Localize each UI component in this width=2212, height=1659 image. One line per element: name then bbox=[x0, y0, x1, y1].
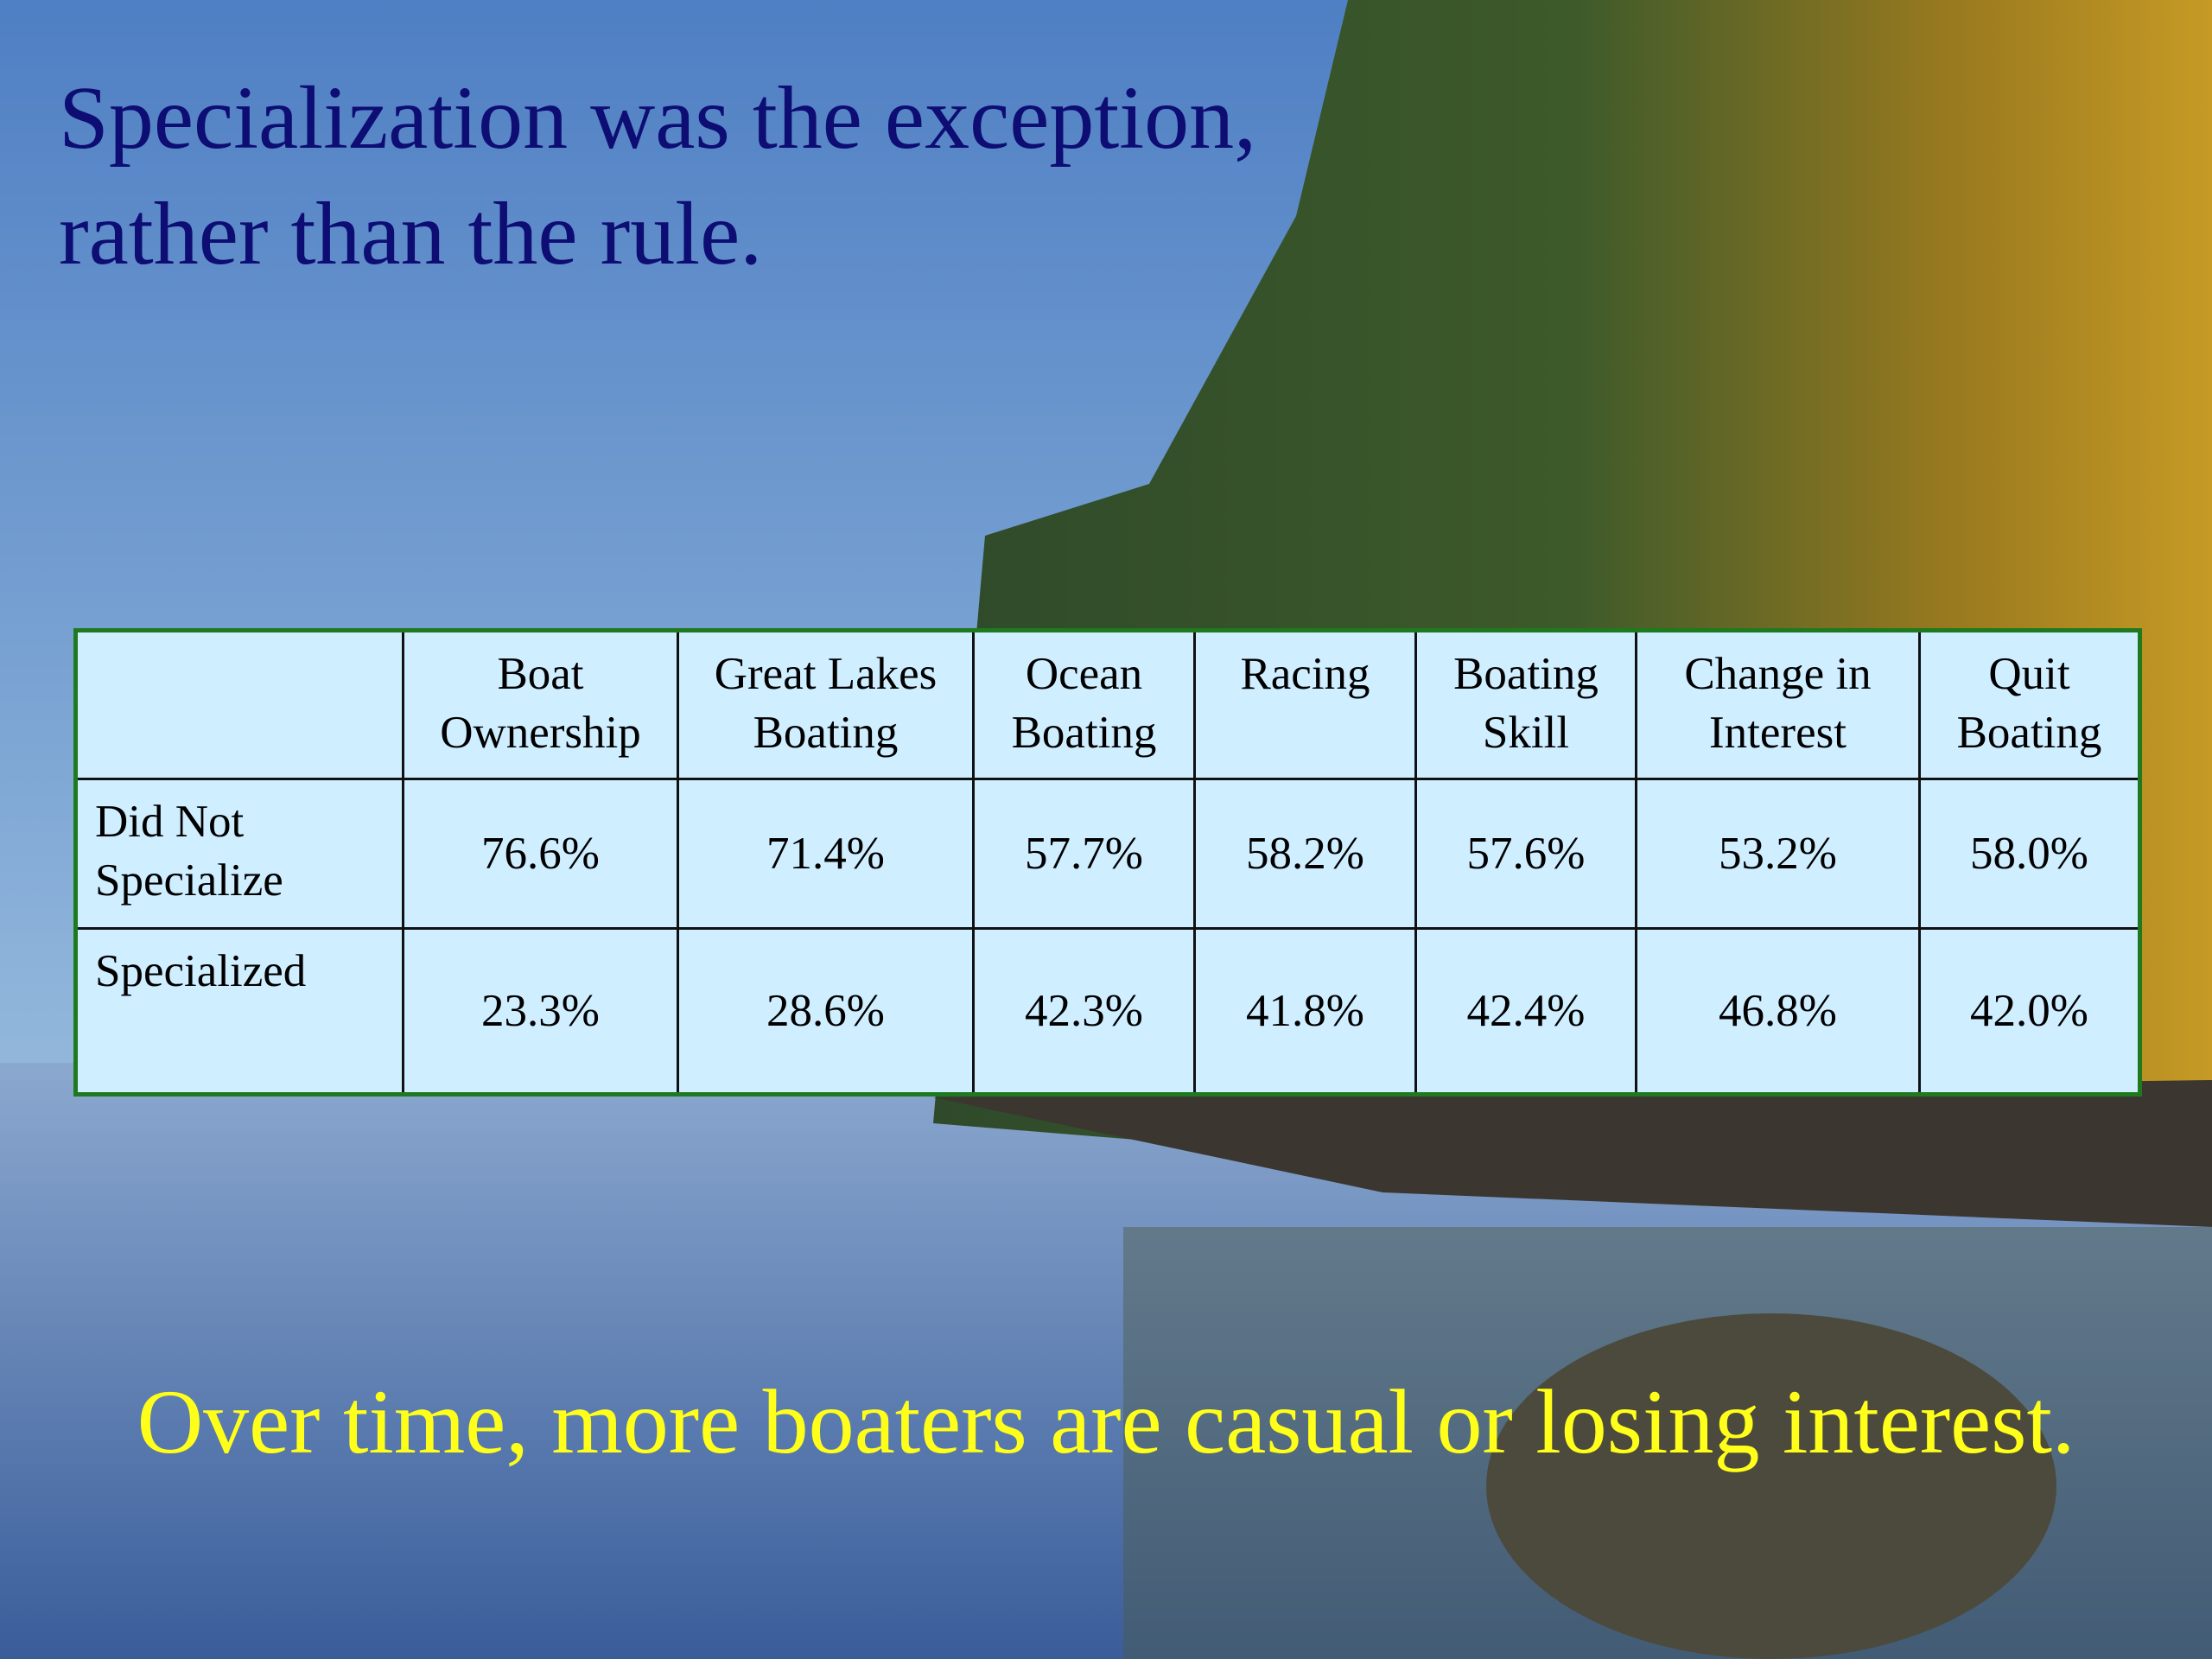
header-line: Boating bbox=[753, 708, 899, 758]
row-label-line: Specialize bbox=[95, 855, 283, 906]
table-row: Did Not Specialize 76.6% 71.4% 57.7% 58.2% 57.… bbox=[74, 778, 2141, 930]
header-line: Change in bbox=[1684, 649, 1872, 699]
table-cell: 46.8% bbox=[1635, 927, 1921, 1096]
header-line: Ownership bbox=[440, 708, 641, 758]
header-line: Boat bbox=[497, 649, 584, 699]
table-cell: 42.3% bbox=[972, 927, 1196, 1096]
header-line: Ocean bbox=[1025, 649, 1143, 699]
table-row: Specialized 23.3% 28.6% 42.3% 41.8% 42.4% 46.8… bbox=[74, 927, 2141, 1096]
table-cell: 71.4% bbox=[677, 778, 975, 930]
header-line: Boating bbox=[1011, 708, 1157, 758]
table-cell: 42.4% bbox=[1414, 927, 1637, 1096]
table-cell: 42.0% bbox=[1918, 927, 2141, 1096]
table-cell: 57.6% bbox=[1414, 778, 1637, 930]
title-line: rather than the rule. bbox=[59, 184, 763, 283]
header-line: Great Lakes bbox=[714, 649, 938, 699]
footer-text: Over time, more boaters are casual or lo… bbox=[137, 1371, 2075, 1472]
table-cell: 58.0% bbox=[1918, 778, 2141, 930]
table-cell: 28.6% bbox=[677, 927, 975, 1096]
row-label: Did Not Specialize bbox=[74, 778, 404, 930]
table-cell: 76.6% bbox=[402, 778, 679, 930]
table-cell: 41.8% bbox=[1193, 927, 1417, 1096]
header-cell: Racing bbox=[1193, 629, 1417, 780]
header-line: Skill bbox=[1482, 708, 1570, 758]
table-cell: 58.2% bbox=[1193, 778, 1417, 930]
header-cell: Ocean Boating bbox=[972, 629, 1196, 780]
table-cell: 53.2% bbox=[1635, 778, 1921, 930]
table-cell: 23.3% bbox=[402, 927, 679, 1096]
header-cell: Quit Boating bbox=[1918, 629, 2141, 780]
slide-title: Specialization was the exception, rather … bbox=[59, 60, 1256, 292]
row-label: Specialized bbox=[74, 927, 404, 1096]
header-line: Boating bbox=[1453, 649, 1599, 699]
header-line: Interest bbox=[1709, 708, 1847, 758]
row-label-line: Specialized bbox=[95, 946, 307, 996]
header-line: Quit bbox=[1988, 649, 2070, 699]
title-line: Specialization was the exception, bbox=[59, 68, 1257, 168]
header-line: Racing bbox=[1240, 649, 1370, 699]
header-cell: Change in Interest bbox=[1635, 629, 1921, 780]
header-cell: Great Lakes Boating bbox=[677, 629, 975, 780]
header-cell: Boat Ownership bbox=[402, 629, 679, 780]
corner-cell bbox=[74, 629, 404, 780]
header-cell: Boating Skill bbox=[1414, 629, 1637, 780]
header-line: Boating bbox=[1956, 708, 2102, 758]
header-row: Boat Ownership Great Lakes Boating Ocean Boat… bbox=[74, 629, 2141, 780]
data-table: Boat Ownership Great Lakes Boating Ocean Boat… bbox=[73, 628, 2142, 1096]
table-cell: 57.7% bbox=[972, 778, 1196, 930]
row-label-line: Did Not bbox=[95, 797, 245, 847]
